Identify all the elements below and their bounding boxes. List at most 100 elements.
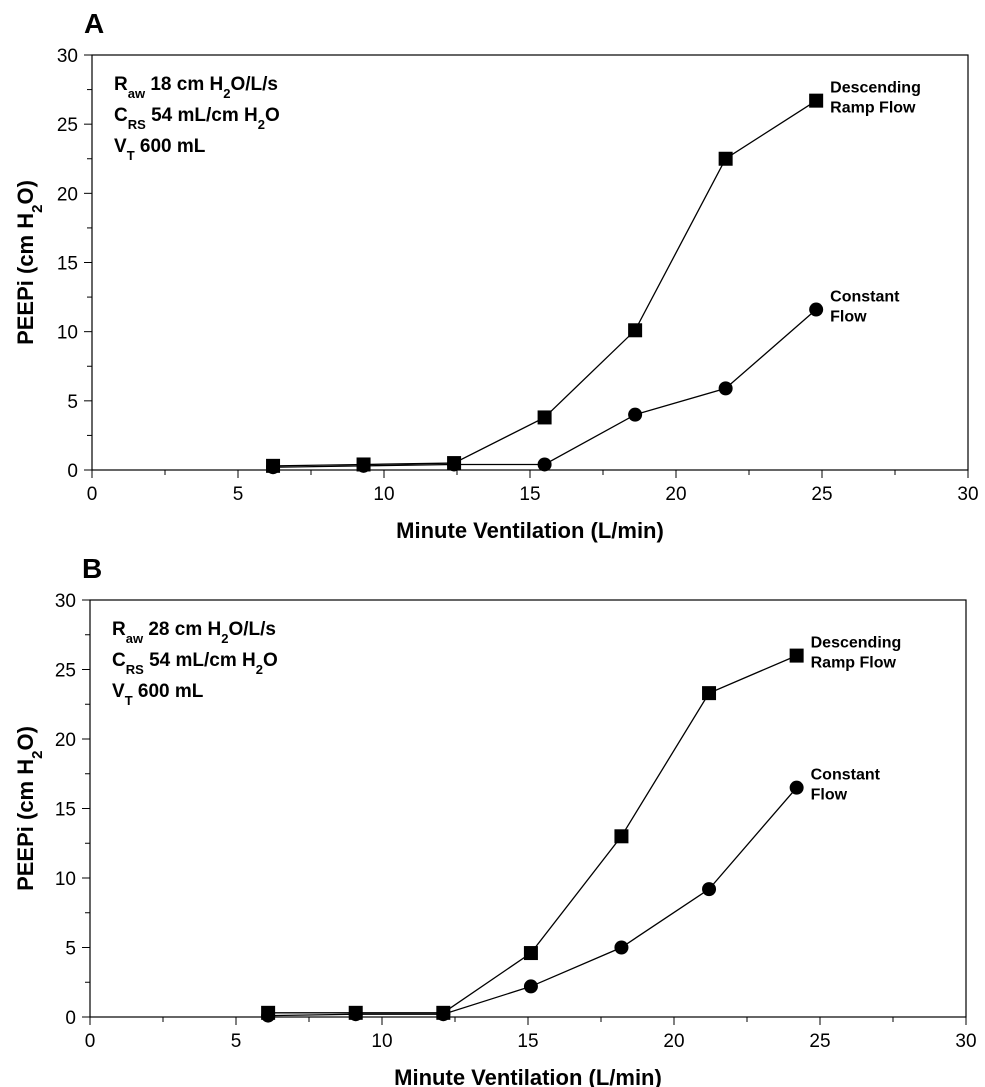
y-tick-label: 5 xyxy=(67,392,78,413)
x-tick-label: 25 xyxy=(809,1031,830,1052)
text-part: aw xyxy=(128,86,146,101)
text-part: O/L/s xyxy=(230,74,278,95)
marker xyxy=(718,381,733,396)
marker xyxy=(614,829,629,844)
panel-label: A xyxy=(84,8,104,39)
text-part: RS xyxy=(126,662,144,677)
text-part: C xyxy=(112,650,126,671)
x-axis-label: Minute Ventilation (L/min) xyxy=(396,518,664,543)
series-label: Descending Ramp Flow xyxy=(830,80,921,117)
marker xyxy=(809,93,824,108)
y-tick-label: 15 xyxy=(55,800,76,821)
x-tick-label: 10 xyxy=(373,484,394,505)
series-label: Constant Flow xyxy=(830,289,900,326)
marker xyxy=(266,460,281,475)
annotation: VT 600 mL xyxy=(114,136,206,163)
text-part: 2 xyxy=(256,662,263,677)
text-part: RS xyxy=(128,117,146,132)
text-part: 2 xyxy=(223,86,230,101)
x-axis-label: Minute Ventilation (L/min) xyxy=(394,1065,662,1087)
y-tick-label: 25 xyxy=(57,115,78,136)
marker xyxy=(718,151,733,166)
text-part: 2 xyxy=(258,117,265,132)
marker xyxy=(523,979,538,994)
marker xyxy=(356,458,371,473)
x-tick-label: 20 xyxy=(665,484,686,505)
text-part: PEEPi (cm H xyxy=(13,213,38,345)
marker xyxy=(789,648,804,663)
text-part: O/L/s xyxy=(228,619,276,640)
y-tick-label: 20 xyxy=(57,184,78,205)
text-part: 28 cm H xyxy=(143,619,221,640)
marker xyxy=(628,323,643,338)
y-tick-label: 30 xyxy=(57,46,78,67)
panel: A 0 5 10 15 20 25 30 0 5 10 15 20 25 30 Minute Ventilat… xyxy=(13,8,979,543)
series-line xyxy=(273,309,817,468)
annotation: Raw 18 cm H2O/L/s xyxy=(114,74,278,101)
x-tick-label: 5 xyxy=(233,484,244,505)
marker xyxy=(348,1007,363,1022)
panel-label: B xyxy=(82,553,102,584)
annotation: VT 600 mL xyxy=(112,681,204,708)
marker xyxy=(537,410,552,425)
series-label: Constant Flow xyxy=(811,767,881,804)
marker xyxy=(702,882,717,897)
annotation: CRS 54 mL/cm H2O xyxy=(112,650,278,677)
marker xyxy=(628,407,643,422)
text-part: 600 mL xyxy=(135,136,206,157)
y-axis-label: PEEPi (cm H2O) xyxy=(13,180,46,345)
text-part: 2 xyxy=(29,751,46,759)
marker xyxy=(614,940,629,955)
marker xyxy=(523,946,538,961)
marker xyxy=(789,780,804,795)
x-tick-label: 5 xyxy=(231,1031,242,1052)
text-part: aw xyxy=(126,631,144,646)
y-tick-label: 0 xyxy=(65,1008,76,1029)
text-part: T xyxy=(125,693,133,708)
text-part: O xyxy=(263,650,278,671)
x-tick-label: 30 xyxy=(957,484,978,505)
text-part: O) xyxy=(13,180,38,204)
y-tick-label: 25 xyxy=(55,661,76,682)
marker xyxy=(809,302,824,317)
text-part: 2 xyxy=(221,631,228,646)
text-part: R xyxy=(112,619,126,640)
text-part: T xyxy=(127,148,135,163)
annotation: Raw 28 cm H2O/L/s xyxy=(112,619,276,646)
text-part: 54 mL/cm H xyxy=(146,105,258,126)
x-tick-label: 0 xyxy=(85,1031,96,1052)
marker xyxy=(537,457,552,472)
x-tick-label: 0 xyxy=(87,484,98,505)
text-part: 600 mL xyxy=(133,681,204,702)
text-part: 18 cm H xyxy=(145,74,223,95)
y-tick-label: 30 xyxy=(55,591,76,612)
marker xyxy=(261,1008,276,1023)
y-tick-label: 20 xyxy=(55,730,76,751)
text-part: V xyxy=(114,136,127,157)
text-part: 54 mL/cm H xyxy=(144,650,256,671)
annotation: CRS 54 mL/cm H2O xyxy=(114,105,280,132)
x-tick-label: 25 xyxy=(811,484,832,505)
y-tick-label: 15 xyxy=(57,254,78,275)
y-tick-label: 0 xyxy=(67,461,78,482)
x-tick-label: 30 xyxy=(955,1031,976,1052)
text-part: O) xyxy=(13,726,38,750)
x-tick-label: 15 xyxy=(517,1031,538,1052)
series-label: Descending Ramp Flow xyxy=(811,635,902,672)
marker xyxy=(702,686,717,701)
y-tick-label: 10 xyxy=(57,323,78,344)
y-axis-label: PEEPi (cm H2O) xyxy=(13,726,46,891)
x-tick-label: 15 xyxy=(519,484,540,505)
text-part: O xyxy=(265,105,280,126)
x-tick-label: 20 xyxy=(663,1031,684,1052)
panel: B 0 5 10 15 20 25 30 0 5 10 15 20 25 30 Minute Ventilat… xyxy=(13,553,977,1087)
text-part: C xyxy=(114,105,128,126)
text-part: 2 xyxy=(29,205,46,213)
text-part: PEEPi (cm H xyxy=(13,759,38,891)
text-part: R xyxy=(114,74,128,95)
marker xyxy=(436,1007,451,1022)
text-part: V xyxy=(112,681,125,702)
y-tick-label: 10 xyxy=(55,869,76,890)
y-tick-label: 5 xyxy=(65,939,76,960)
